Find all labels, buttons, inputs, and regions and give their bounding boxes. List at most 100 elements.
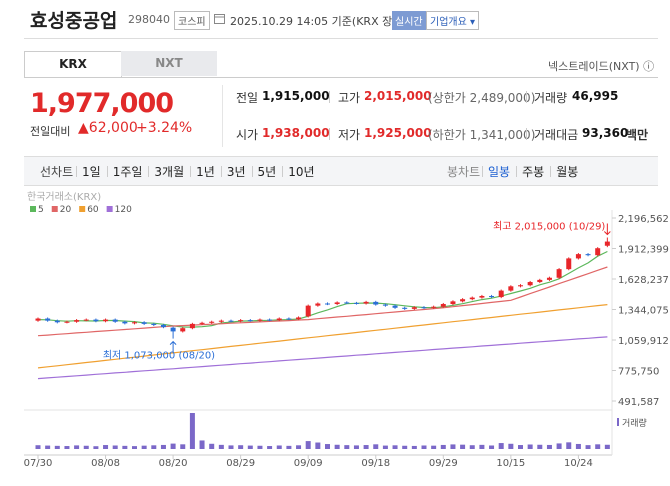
volume-bar (74, 445, 80, 449)
stock-code: 298040 (128, 13, 170, 26)
volume-bar (209, 443, 215, 449)
current-price: 1,977,000 (30, 88, 174, 119)
volume-bar (450, 444, 456, 449)
candle-body (518, 285, 523, 287)
market-badge: 코스피 (174, 11, 210, 30)
quote-value: 46,995 (572, 89, 619, 103)
separator (106, 166, 108, 177)
period-tab[interactable]: 1년 (196, 165, 215, 179)
tab-nxt[interactable]: NXT (121, 51, 217, 76)
volume-bar (508, 443, 514, 449)
quote-value: 93,360 (582, 126, 629, 140)
company-info-text: 기업개요 (430, 17, 467, 28)
quote-label: 시가 (236, 128, 259, 142)
period-tab[interactable]: 3개월 (154, 165, 185, 179)
separator (526, 91, 527, 103)
quote-label: 저가 (338, 128, 361, 142)
candle-body (440, 304, 446, 307)
separator (482, 166, 483, 177)
candle-body (209, 321, 215, 323)
quote-note: (상한가 2,489,000) (428, 91, 536, 105)
volume-bar (498, 443, 504, 449)
candle-body (460, 299, 466, 302)
volume-bar (189, 413, 195, 449)
candle-body (228, 320, 234, 322)
candle-body (286, 318, 292, 320)
volume-bar (160, 444, 166, 449)
high-arrow (603, 223, 611, 236)
candle-body (315, 303, 321, 306)
tab-krx[interactable]: KRX (24, 51, 122, 77)
y-tick-label: 1,912,399 (618, 245, 669, 256)
legend-swatch (51, 206, 58, 212)
period-tab[interactable]: 1일 (82, 165, 101, 179)
volume-bar (103, 445, 109, 449)
candle-body (344, 302, 350, 304)
candle-body (305, 305, 311, 317)
separator (220, 166, 222, 177)
period-tab[interactable]: 주봉 (522, 165, 545, 179)
legend-label: 5 (38, 205, 44, 215)
period-bar (24, 156, 658, 186)
volume-bar (325, 444, 330, 449)
volume-bar (296, 445, 302, 449)
quote-label: 거래량 (534, 91, 568, 105)
quote-value: 1,925,000 (364, 126, 432, 140)
candle-body (54, 320, 60, 323)
change-label: 전일대비 (30, 125, 71, 138)
volume-bar (180, 444, 186, 449)
separator (329, 91, 330, 103)
chart: 한국거래소(KRX) 491,587 775,750 1,059,912 1,344,… (24, 191, 669, 469)
separator (282, 166, 284, 177)
y-tick-label: 491,587 (618, 397, 659, 408)
period-tab[interactable]: 5년 (257, 165, 277, 179)
period-tab[interactable]: 10년 (288, 165, 315, 179)
candle-body (112, 319, 118, 322)
nxt-link-text: 넥스트레이드(NXT) (548, 60, 640, 73)
candle-body (247, 320, 253, 322)
volume-bar (122, 445, 128, 449)
candle-body (450, 301, 456, 305)
stock-name: 효성중공업 (30, 10, 118, 32)
separator (526, 128, 527, 140)
x-tick-label: 09/18 (361, 458, 390, 469)
period-tab[interactable]: 월봉 (556, 165, 579, 179)
low-annotation: 최저 1,073,000 (08/20) (103, 350, 215, 362)
volume-bar (228, 445, 234, 449)
candle-body (498, 290, 504, 298)
period-tab[interactable]: 1주일 (112, 165, 143, 179)
candle-body (74, 320, 80, 322)
candle-body (199, 322, 205, 324)
separator (76, 166, 77, 177)
legend-label: 20 (60, 205, 72, 215)
volume-bar (546, 444, 552, 449)
volume-bar (575, 443, 581, 449)
volume-bar (469, 445, 475, 449)
volume-bar (238, 445, 244, 449)
candle-body (604, 241, 610, 246)
change: ▲62,000 (78, 120, 138, 136)
volume-bar (392, 445, 398, 449)
ma-line (37, 336, 608, 380)
y-tick-label: 2,196,562 (618, 214, 669, 225)
separator (516, 166, 518, 177)
legend-swatch (106, 206, 113, 212)
x-tick-label: 08/08 (91, 458, 120, 469)
separator (190, 166, 192, 177)
period-tab[interactable]: 일봉 (488, 165, 511, 179)
period-tab[interactable]: 3년 (226, 165, 246, 179)
volume-bar (527, 444, 533, 449)
volume-bar (170, 443, 176, 449)
company-info-button[interactable]: 기업개요 ▾ (426, 11, 480, 30)
candle-body (421, 307, 427, 309)
volume-bar (460, 444, 466, 449)
candle-body (170, 327, 176, 332)
period-label: 봉차트 (447, 165, 481, 179)
volume-bar (54, 445, 60, 449)
candle-body (180, 328, 186, 332)
volume-bar (353, 445, 359, 449)
volume-bar (411, 445, 417, 449)
nxt-link[interactable]: 넥스트레이드(NXT) ⓘ (548, 60, 655, 73)
realtime-button[interactable]: 실시간 (392, 11, 426, 30)
